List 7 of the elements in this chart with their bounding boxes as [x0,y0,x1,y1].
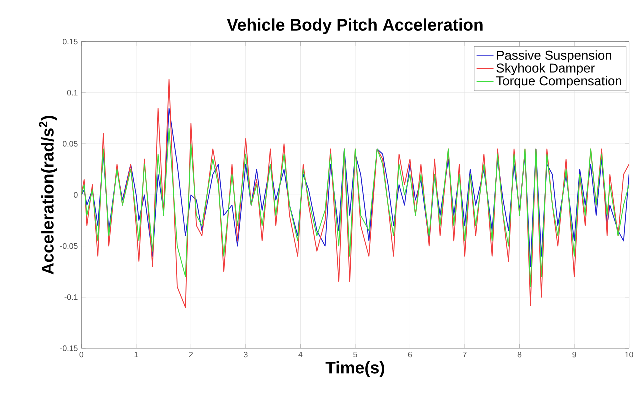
chart-title: Vehicle Body Pitch Acceleration [227,18,483,34]
line-series [82,128,630,288]
legend-label: Passive Suspension [497,50,612,62]
y-axis-title: Acceleration(rad/s$^{2}$) [39,116,58,275]
legend-label: Skyhook Damper [496,63,595,76]
x-axis-title: Time(s) [326,361,384,378]
legend-label: Torque Compensation [496,76,622,88]
